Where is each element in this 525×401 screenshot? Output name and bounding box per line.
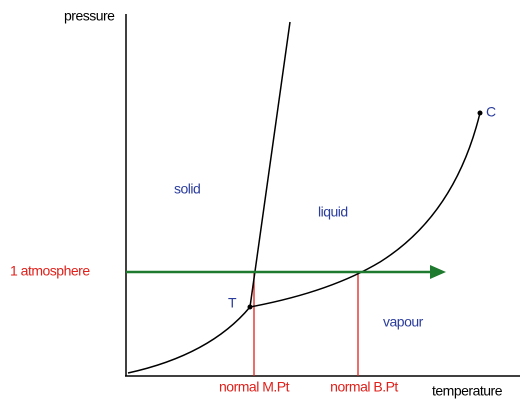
atmosphere-label: 1 atmosphere: [10, 263, 90, 279]
triple-point: [247, 304, 253, 310]
boiling-point-label: normal B.Pt: [330, 379, 398, 395]
melting-point-label: normal M.Pt: [219, 379, 290, 395]
melting-curve: [249, 21, 291, 308]
vapour-label: vapour: [383, 314, 424, 330]
solid-label: solid: [174, 181, 200, 197]
triple-point-label: T: [228, 295, 237, 311]
sublimation-curve: [127, 306, 251, 374]
y-axis-label: pressure: [64, 8, 115, 24]
liquid-label: liquid: [318, 204, 348, 220]
critical-point: [477, 110, 483, 116]
x-axis-label: temperature: [432, 383, 503, 399]
vaporization-curve: [249, 112, 481, 308]
arrow-head: [430, 265, 446, 279]
critical-point-label: C: [486, 104, 496, 120]
